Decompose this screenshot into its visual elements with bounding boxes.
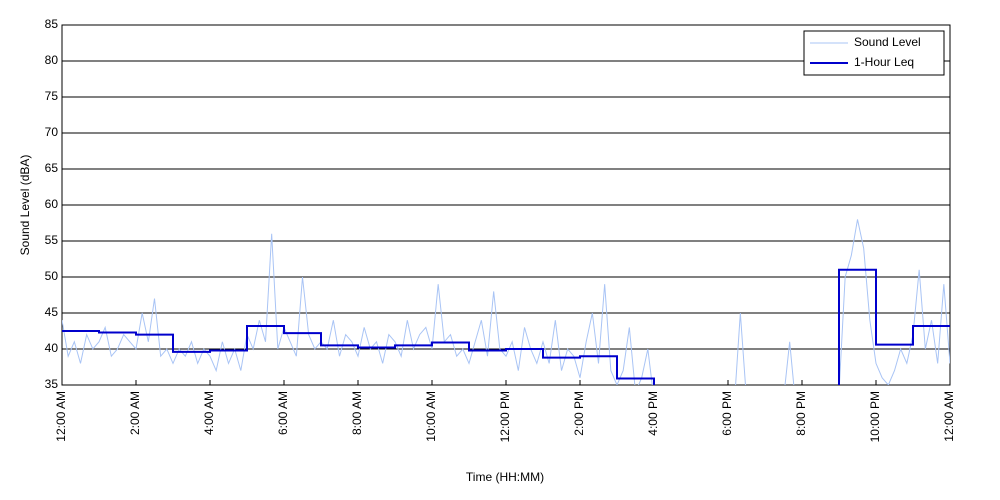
y-tick-label: 80 xyxy=(45,53,59,67)
y-axis-label: Sound Level (dBA) xyxy=(18,155,32,256)
y-tick-label: 55 xyxy=(45,233,59,247)
y-tick-label: 50 xyxy=(45,269,59,283)
leq-step-line xyxy=(62,268,950,385)
y-tick-label: 60 xyxy=(45,197,59,211)
x-tick-label: 4:00 AM xyxy=(202,391,216,435)
x-tick-label: 2:00 AM xyxy=(128,391,142,435)
series-layer xyxy=(62,219,950,385)
y-tick-label: 85 xyxy=(45,17,59,31)
legend-label: Sound Level xyxy=(854,35,921,49)
x-axis-label: Time (HH:MM) xyxy=(466,470,544,484)
y-tick-label: 45 xyxy=(45,305,59,319)
x-tick-label: 12:00 AM xyxy=(54,391,68,442)
legend-box xyxy=(803,30,945,76)
x-tick-label: 12:00 AM xyxy=(942,391,956,442)
x-tick-label: 2:00 PM xyxy=(572,391,586,436)
y-tick-label: 40 xyxy=(45,341,59,355)
x-tick-label: 10:00 AM xyxy=(424,391,438,442)
y-tick-label: 75 xyxy=(45,89,59,103)
x-tick-label: 4:00 PM xyxy=(646,391,660,436)
y-tick-label: 65 xyxy=(45,161,59,175)
x-tick-label: 8:00 AM xyxy=(350,391,364,435)
legend-label: 1-Hour Leq xyxy=(854,55,914,69)
x-tick-label: 6:00 AM xyxy=(276,391,290,435)
x-tick-label: 8:00 PM xyxy=(794,391,808,436)
sound-level-line xyxy=(62,219,950,385)
y-tick-label: 70 xyxy=(45,125,59,139)
x-tick-label: 10:00 PM xyxy=(868,391,882,442)
y-tick-label: 35 xyxy=(45,377,59,391)
x-tick-label: 6:00 PM xyxy=(720,391,734,436)
x-tick-label: 12:00 PM xyxy=(498,391,512,442)
